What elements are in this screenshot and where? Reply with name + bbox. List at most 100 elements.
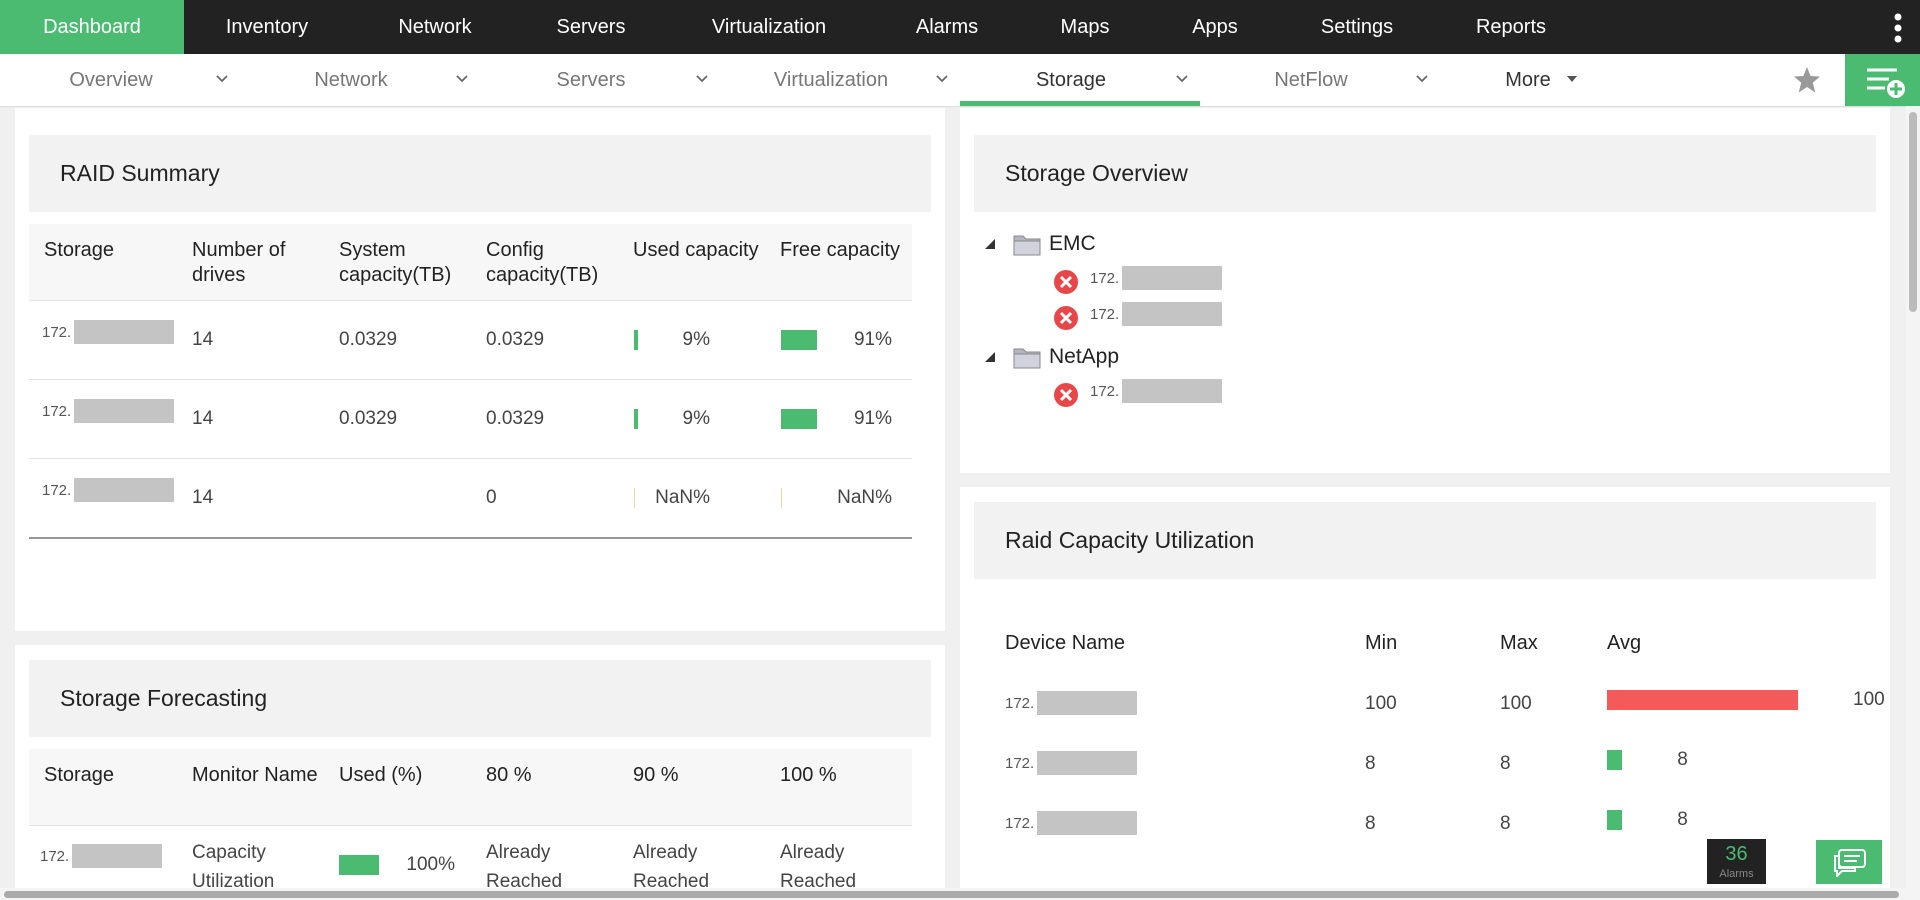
ip-prefix: 172.: [1090, 383, 1120, 400]
avg-label: 8: [1677, 749, 1688, 770]
alarms-label: Alarms: [1719, 868, 1754, 880]
capacity-label: 91%: [853, 329, 892, 350]
panel-header: [29, 660, 931, 737]
ip-prefix: 172.: [1005, 815, 1035, 832]
table-cell: 0: [486, 487, 497, 508]
menu-dots: [1894, 13, 1902, 43]
column-header: Max: [1500, 632, 1538, 654]
sub-nav-tab[interactable]: More: [1505, 69, 1551, 91]
column-header: Free capacity: [780, 239, 901, 261]
favorite-star: [1794, 67, 1820, 93]
table-cell: 0.0329: [486, 329, 545, 350]
tree-node-label[interactable]: EMC: [1049, 232, 1096, 255]
nav-tab[interactable]: Inventory: [225, 16, 309, 38]
ip-prefix: 172.: [1005, 755, 1035, 772]
column-header: Number of drives: [192, 239, 286, 286]
capacity-label: NaN%: [837, 487, 892, 508]
table-cell: 8: [1365, 753, 1376, 774]
panel-header: [29, 135, 931, 212]
chevron: [1176, 75, 1188, 83]
table-cell: Already Reached: [780, 842, 857, 892]
table-cell: 0.0329: [339, 408, 398, 429]
capacity-label: 9%: [682, 408, 710, 429]
sub-nav-tab[interactable]: Network: [314, 69, 388, 91]
nav-tab[interactable]: Virtualization: [711, 16, 827, 38]
redacted-box: [1122, 266, 1222, 290]
column-header: Used (%): [339, 764, 423, 786]
folder-icon: [1013, 235, 1041, 256]
redacted-box: [1037, 751, 1137, 775]
table-cell: 14: [192, 408, 214, 429]
table-cell: 0.0329: [486, 408, 545, 429]
nav-tab[interactable]: Servers: [556, 16, 626, 38]
panel-header: [974, 135, 1876, 212]
capacity-label: 100%: [406, 854, 455, 875]
caret: [1567, 76, 1577, 82]
table-cell: 100: [1500, 693, 1532, 714]
table-cell: 14: [192, 329, 214, 350]
table-row: [29, 379, 912, 459]
sub-nav-tab[interactable]: Overview: [69, 69, 153, 91]
chevron: [936, 75, 948, 83]
capacity-bar: [634, 409, 638, 429]
capacity-bar: [634, 330, 638, 350]
table-cell: 0.0329: [339, 329, 398, 350]
avg-bar: [1607, 810, 1623, 830]
capacity-bar: [781, 488, 782, 508]
chevron: [456, 75, 468, 83]
status-critical-icon: [1054, 306, 1078, 330]
top-nav: [0, 0, 1920, 54]
sub-nav-tab[interactable]: Virtualization: [773, 69, 889, 91]
column-header: Storage: [44, 764, 115, 786]
nav-tab[interactable]: Maps: [1060, 16, 1110, 38]
nav-tab[interactable]: Apps: [1192, 16, 1238, 38]
tree-toggle: [985, 352, 995, 362]
nav-tab[interactable]: Network: [398, 16, 472, 38]
panel-title: Storage Overview: [1005, 160, 1188, 186]
column-header: Min: [1365, 632, 1398, 654]
nav-tab[interactable]: Reports: [1475, 16, 1547, 38]
redacted-box: [1122, 379, 1222, 403]
tree-toggle: [985, 239, 995, 249]
table-header-row: [29, 224, 912, 301]
column-header: 90 %: [633, 764, 679, 786]
panel-title: RAID Summary: [60, 160, 220, 186]
column-header: 100 %: [780, 764, 837, 786]
add-widget-icon: [1867, 68, 1905, 98]
ip-prefix: 172.: [1005, 695, 1035, 712]
nav-tab[interactable]: Dashboard: [43, 16, 141, 38]
sub-nav-tab[interactable]: NetFlow: [1274, 69, 1348, 91]
nav-tab[interactable]: Settings: [1320, 16, 1394, 38]
ip-prefix: 172.: [1090, 306, 1120, 323]
chevron: [216, 75, 228, 83]
redacted-box: [1037, 691, 1137, 715]
avg-bar: [1607, 750, 1623, 770]
sub-nav-tab[interactable]: Storage: [1035, 69, 1107, 91]
status-critical-icon: [1054, 383, 1078, 407]
column-header: 80 %: [486, 764, 532, 786]
alarms-count: 36: [1725, 843, 1748, 865]
nav-active-bg: [0, 0, 184, 54]
active-underline: [960, 101, 1200, 106]
capacity-bar: [781, 330, 818, 350]
avg-bar: [1607, 690, 1798, 710]
ip-prefix: 172.: [42, 403, 72, 420]
redacted-box: [74, 399, 174, 423]
horizontal-scroll-thumb: [4, 891, 1899, 898]
nav-tab[interactable]: Alarms: [915, 16, 979, 38]
redacted-box: [1037, 811, 1137, 835]
sub-nav-tab[interactable]: Servers: [556, 69, 626, 91]
table-cell: 14: [192, 487, 214, 508]
tree-node-label[interactable]: NetApp: [1049, 345, 1120, 368]
ip-prefix: 172.: [42, 324, 72, 341]
panel-header: [974, 502, 1876, 579]
column-header: Config capacity(TB): [486, 239, 599, 286]
sub-nav: [0, 54, 1920, 107]
table-cell: 100: [1365, 693, 1397, 714]
column-header: System capacity(TB): [339, 239, 452, 286]
column-header: Monitor Name: [192, 764, 318, 786]
ip-prefix: 172.: [1090, 270, 1120, 287]
alarms-badge[interactable]: [1707, 839, 1766, 884]
column-header: Storage: [44, 239, 115, 261]
